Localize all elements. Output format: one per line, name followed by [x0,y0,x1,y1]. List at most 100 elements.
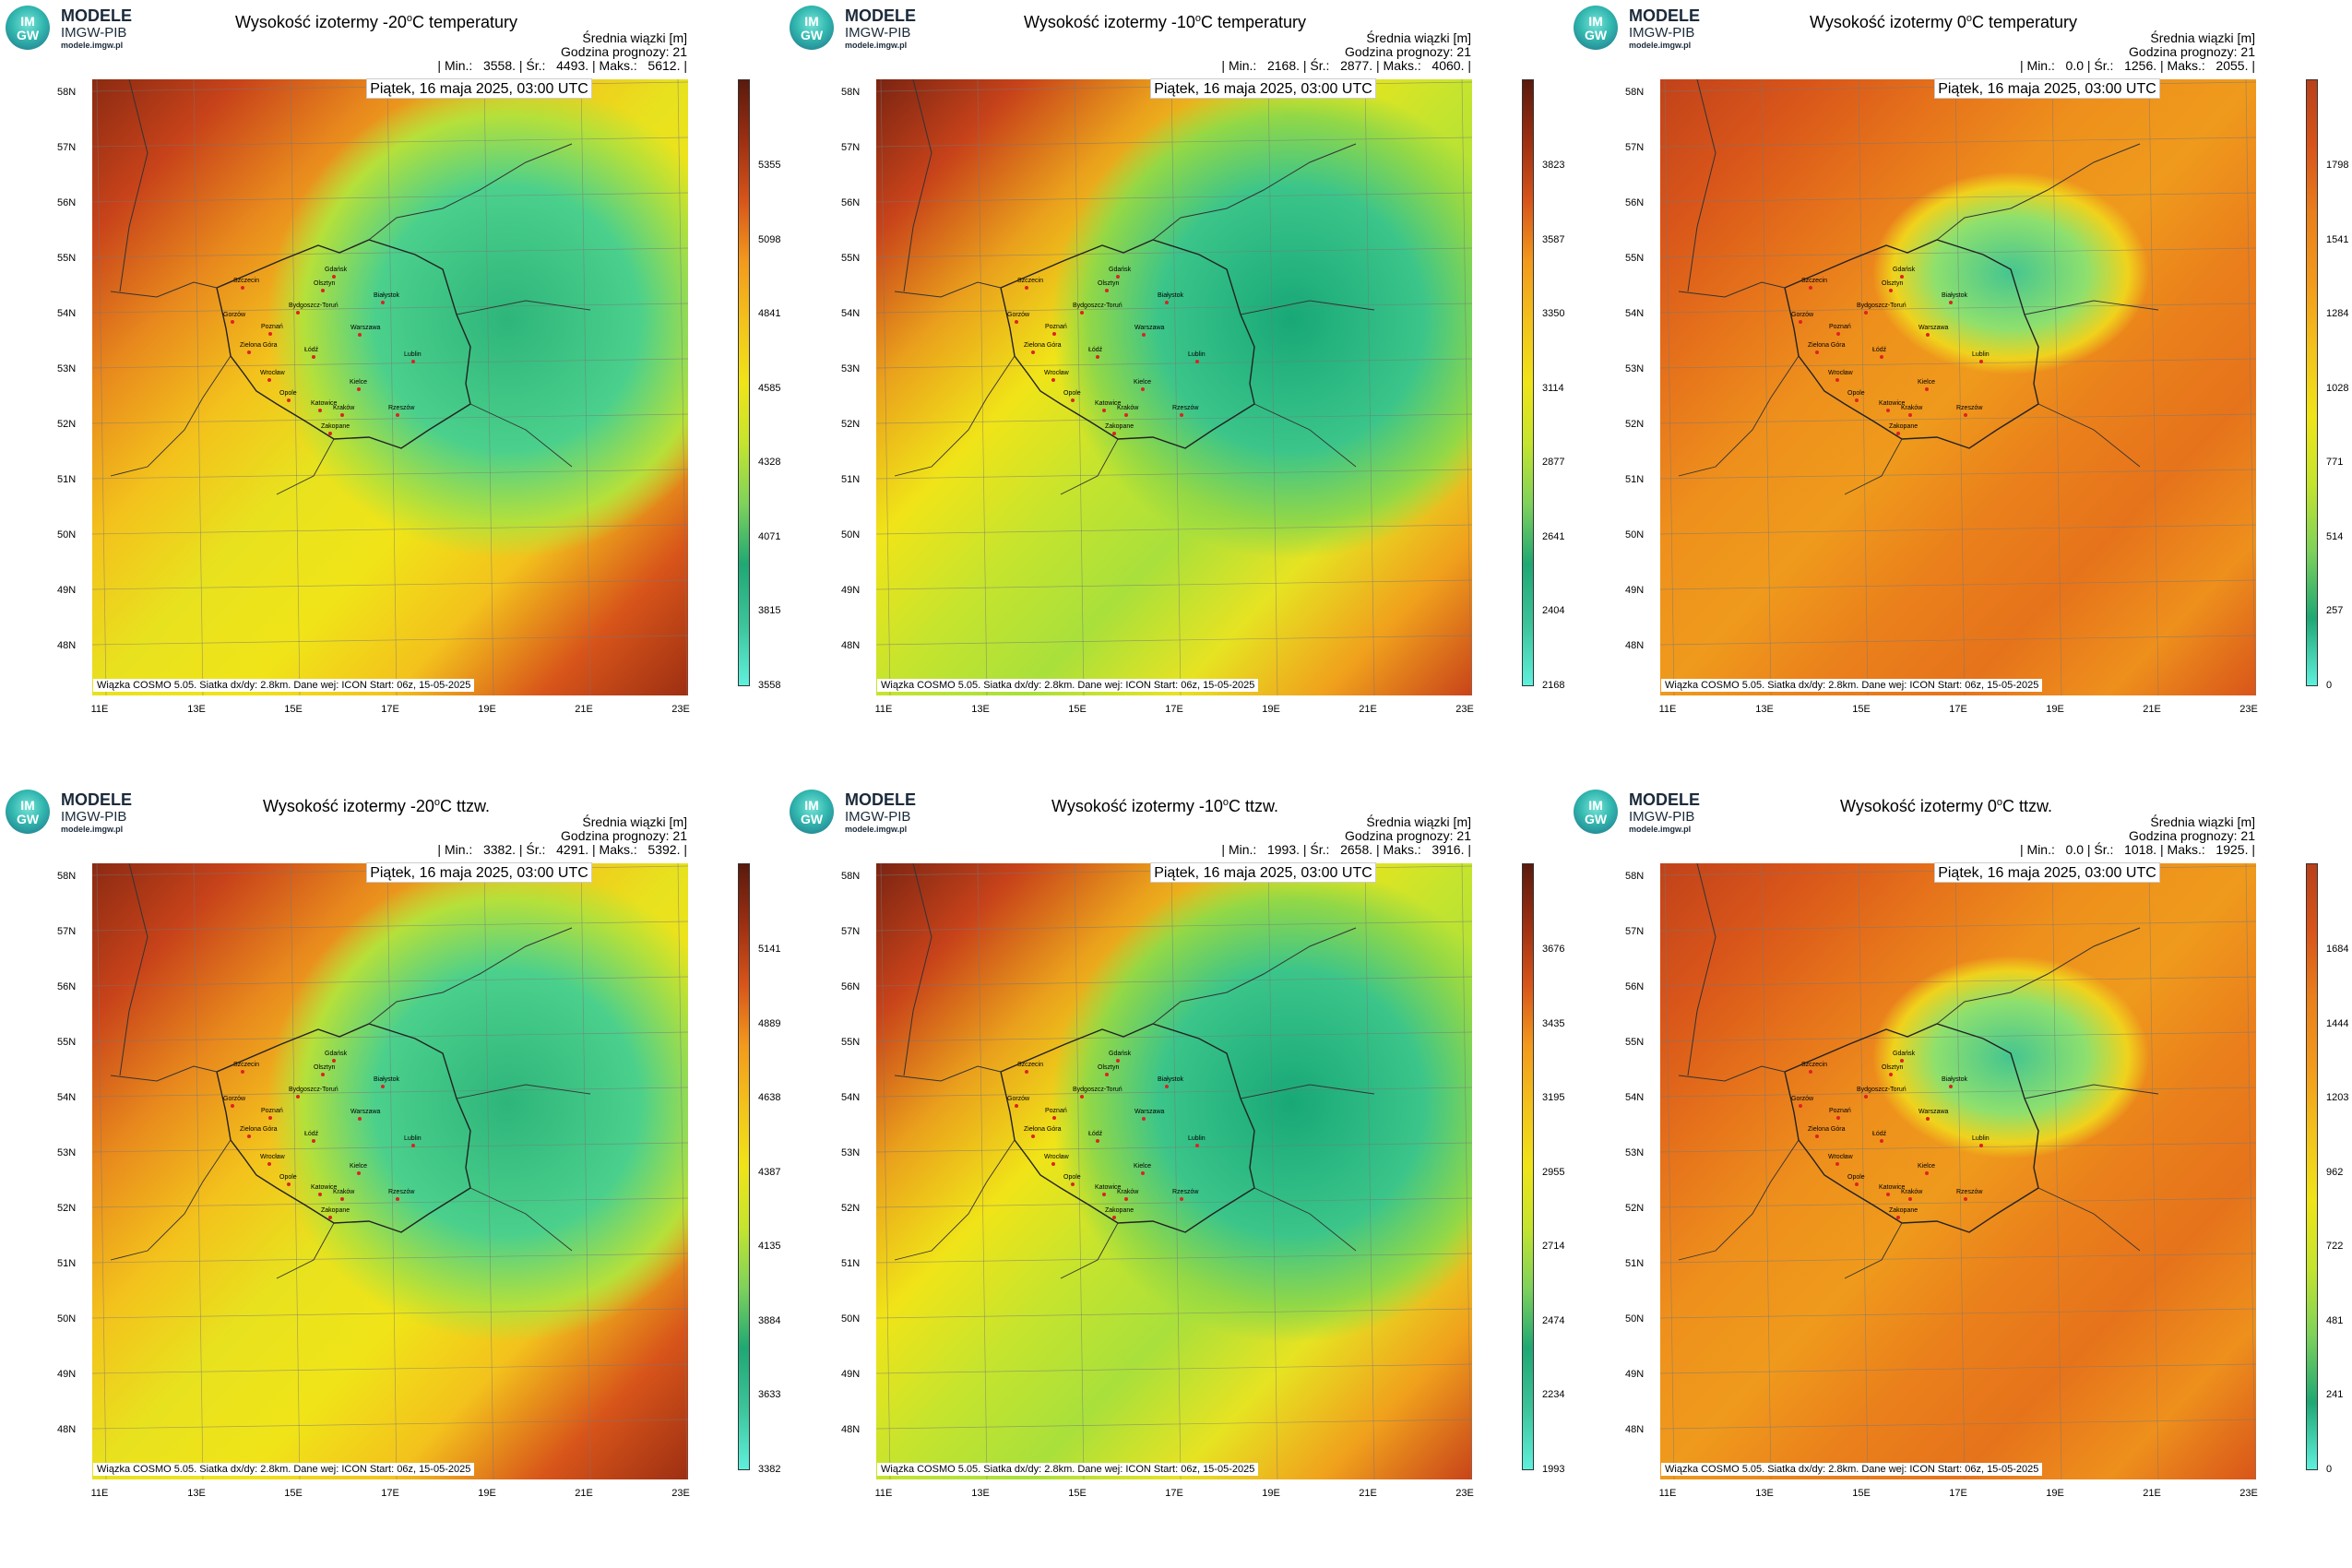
imgw-logo-icon: IM GW [1574,6,1618,50]
lat-label: 57N [57,926,77,937]
info-minmax: | Min.: 1993. | Śr.: 2658. | Maks.: 3916… [1221,842,1471,857]
imgw-logo: IM GW MODELE IMGW-PIB modele.imgw.pl [1574,790,1749,836]
colorbar-tick: 4071 [758,530,781,542]
city-marker [1096,1139,1099,1143]
city-label: Zakopane [1889,1207,1918,1214]
lat-label: 57N [841,142,861,153]
city-marker [1886,409,1890,412]
logo-org: IMGW-PIB [845,809,911,825]
logo-url: modele.imgw.pl [1629,41,1692,50]
logo-name: MODELE [1629,790,1701,809]
field-background [1660,863,2256,1479]
latitude-gridline [1660,635,2256,646]
longitude-gridline [290,79,301,695]
lon-label: 17E [381,704,399,715]
city-label: Białystok [1942,292,1968,299]
longitude-gridline [483,863,494,1479]
city-marker [1195,1144,1199,1147]
colorbar-tick: 3558 [758,679,781,691]
city-label: Zielona Góra [1808,1126,1846,1133]
city-label: Rzeszów [1172,405,1199,411]
city-marker [318,409,322,412]
logo-disk-line1: IM [804,14,819,29]
lat-label: 56N [57,197,77,208]
city-marker [1926,1117,1930,1121]
latitude-gridline [92,358,688,369]
panel-title: Wysokość izotermy 0oC temperatury [1810,13,2077,32]
lon-label: 11E [1658,704,1677,715]
city-label: Łódź [304,1131,319,1137]
logo-disk-line1: IM [804,798,819,813]
latitude-gridline [876,413,1472,424]
latitude-gridline [876,1308,1472,1319]
city-marker [396,413,399,417]
longitude-gridline [96,79,107,695]
map-area: Gdańsk Olsztyn Białystok Szczecin Bydgoszcz-… [92,863,688,1479]
city-label: Wrocław [1044,1154,1070,1160]
imgw-logo-icon: IM GW [1574,790,1618,834]
longitude-gridline [580,863,591,1479]
city-marker [1864,311,1868,315]
city-label: Katowice [311,400,338,407]
city-marker [1964,1197,1967,1201]
city-marker [381,1085,385,1088]
city-label: Katowice [1879,1184,1906,1191]
city-marker [1112,432,1116,435]
city-label: Wrocław [1044,370,1070,376]
info-minmax: | Min.: 2168. | Śr.: 2877. | Maks.: 4060… [1221,58,1471,73]
colorbar-tick: 3350 [1542,308,1565,319]
city-label: Kraków [1117,405,1139,411]
colorbar-tick: 3435 [1542,1017,1565,1029]
model-footer: Wiązka COSMO 5.05. Siatka dx/dy: 2.8km. … [93,1463,475,1476]
lat-label: 57N [841,926,861,937]
lat-label: 53N [841,363,861,374]
map-panel-3: IM GW MODELE IMGW-PIB modele.imgw.pl Wys… [1568,0,2352,784]
coastline [894,79,1357,298]
city-label: Lublin [1972,351,1990,358]
logo-disk-line2: GW [800,812,824,826]
city-marker [1142,333,1146,337]
city-marker [340,413,344,417]
latitude-gridline [876,1142,1472,1153]
lat-label: 50N [841,1313,861,1324]
city-marker [1799,1104,1802,1108]
map-area: Gdańsk Olsztyn Białystok Szczecin Bydgoszcz-… [92,79,688,695]
lat-label: 55N [57,1037,77,1048]
title-unit: C temperatury [1201,13,1307,31]
city-marker [1949,301,1953,304]
latitude-gridline [92,524,688,535]
colorbar [1522,79,1534,686]
lat-label: 55N [57,253,77,264]
lat-label: 55N [1625,253,1645,264]
logo-name: MODELE [1629,6,1701,25]
lat-label: 58N [1625,871,1645,882]
lon-label: 11E [90,1488,109,1499]
logo-disk-line2: GW [800,28,824,42]
city-label: Olsztyn [1882,280,1903,287]
logo-disk-line1: IM [20,14,35,29]
lat-label: 56N [1625,981,1645,992]
city-marker [1031,1134,1035,1138]
colorbar-tick: 4328 [758,457,781,468]
city-marker [1835,378,1839,382]
city-marker [1052,1116,1056,1120]
city-marker [1809,286,1812,290]
city-marker [1071,1182,1075,1186]
logo-name: MODELE [61,790,133,809]
lon-label: 15E [284,1488,303,1499]
colorbar [2306,863,2318,1470]
colorbar-tick: 3587 [1542,233,1565,245]
city-label: Kielce [1134,1163,1151,1170]
lon-label: 15E [1852,1488,1871,1499]
city-label: Rzeszów [1172,1189,1199,1195]
colorbar-tick: 4889 [758,1017,781,1029]
info-hour: Godzina prognozy: 21 [1345,44,1471,59]
city-marker [312,1139,315,1143]
latitude-gridline [876,635,1472,646]
longitude-gridline [1267,79,1278,695]
lat-label: 48N [57,640,77,651]
colorbar-tick: 2168 [1542,679,1565,691]
city-marker [247,350,251,354]
city-label: Kielce [350,1163,367,1170]
city-marker [332,1059,336,1063]
